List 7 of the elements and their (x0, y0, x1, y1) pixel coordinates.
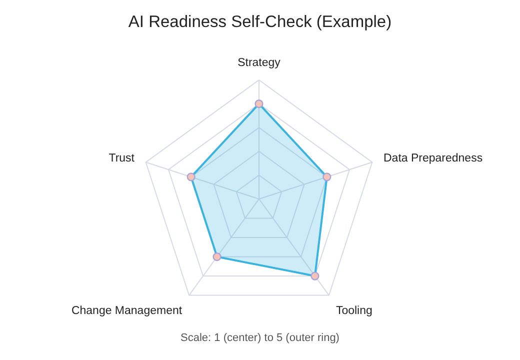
spoke-label: Change Management (71, 304, 183, 317)
text: Scale: 1 (center) to 5 (outer ring) (180, 332, 340, 344)
spoke-label: Tooling (336, 304, 372, 317)
spoke-label: Data Preparedness (383, 152, 483, 165)
chart-title: AI Readiness Self-Check (Example) (128, 13, 392, 31)
spoke-label: Trust (108, 152, 136, 165)
spoke-label: Strategy (238, 57, 281, 70)
